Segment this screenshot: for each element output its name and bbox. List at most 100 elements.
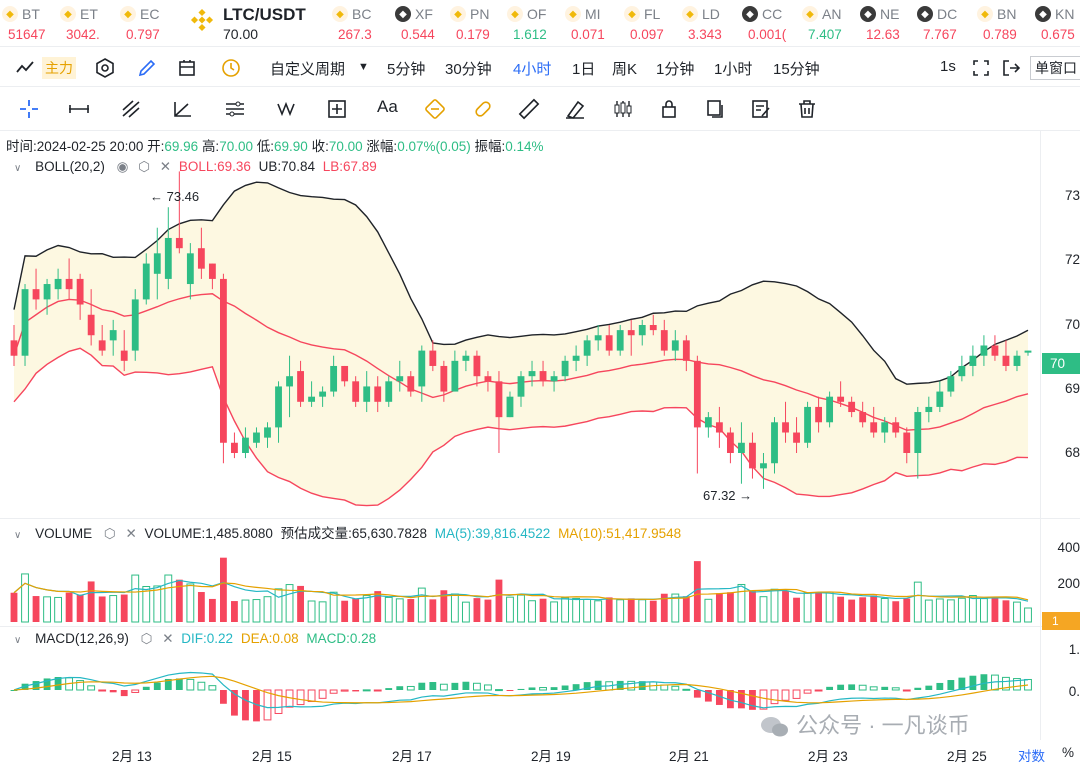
settings-icon[interactable]: ⬡	[138, 159, 150, 174]
candle-body	[991, 345, 999, 356]
volume-bars	[10, 557, 1032, 623]
macd-bar	[539, 687, 547, 691]
period-1d[interactable]: 1日	[572, 61, 596, 78]
macd-bar	[340, 689, 349, 692]
macd-bar	[550, 687, 558, 690]
log-scale-toggle[interactable]: 对数	[1018, 749, 1045, 764]
high-marker: ← 73.46	[150, 189, 200, 204]
macd-bar	[858, 684, 867, 691]
ruler-icon[interactable]	[518, 98, 540, 120]
macd-bar	[925, 685, 933, 690]
exit-icon[interactable]	[1000, 57, 1022, 79]
candle-body	[286, 376, 293, 387]
volume-bar	[749, 591, 756, 622]
measure-box-icon[interactable]	[326, 98, 348, 120]
macd-dea-line	[13, 675, 1029, 704]
boll-mid: BOLL:69.36	[178, 159, 251, 174]
macd-bar	[120, 690, 128, 697]
date-label: 2月 25	[947, 749, 987, 764]
ethereum-icon: ◆	[60, 6, 76, 22]
volume-bar	[616, 599, 625, 623]
volume-bar	[87, 581, 95, 622]
eye-icon[interactable]: ◉	[116, 159, 129, 174]
settings-icon[interactable]: ⬡	[140, 631, 153, 646]
clock-icon[interactable]	[220, 57, 242, 79]
magnet-icon[interactable]	[472, 98, 494, 120]
period-5m[interactable]: 5分钟	[387, 61, 426, 78]
period-1m[interactable]: 1分钟	[656, 61, 695, 78]
copy-icon[interactable]	[704, 98, 726, 120]
close-icon[interactable]: ✕	[159, 159, 172, 174]
macd-bar	[891, 687, 900, 691]
volume-bar	[263, 596, 272, 623]
candle-body	[109, 330, 117, 341]
period-4h[interactable]: 4小时	[513, 61, 552, 78]
pencil-icon[interactable]	[136, 57, 158, 79]
trash-icon[interactable]	[796, 98, 818, 120]
price-axis-label: 70	[1064, 317, 1080, 332]
macd-legend: ∨ MACD(12,26,9) ⬡ ✕ DIF:0.22 DEA:0.08 MA…	[14, 631, 376, 647]
collapse-icon[interactable]: ∨	[14, 635, 22, 646]
close-icon[interactable]: ✕	[162, 631, 174, 646]
single-window-button[interactable]: 单窗口	[1030, 56, 1080, 80]
volume-bar	[164, 574, 173, 623]
eraser-icon[interactable]	[564, 98, 586, 120]
chart-type-icon[interactable]	[14, 57, 36, 79]
brush-icon[interactable]	[424, 98, 446, 120]
candle-body	[87, 314, 95, 336]
layout-icon[interactable]	[176, 57, 198, 79]
candle-body	[374, 386, 382, 402]
candle-body	[120, 350, 128, 361]
ticker-price: 0.097	[630, 27, 664, 42]
macd-bar	[583, 682, 591, 690]
macd-bar	[561, 685, 569, 690]
candle-body	[671, 340, 679, 351]
period-1h[interactable]: 1小时	[714, 61, 753, 78]
candle-body	[1013, 355, 1021, 366]
crosshair-icon[interactable]	[18, 98, 40, 120]
candle-body	[440, 365, 448, 392]
main-indicator-button[interactable]: 主力	[42, 57, 76, 79]
macd-bar	[219, 690, 227, 704]
parallel-lines-icon[interactable]	[224, 98, 246, 120]
text-tool-icon[interactable]: Aa	[377, 97, 398, 116]
custom-period-dropdown[interactable]: 自定义周期	[270, 61, 346, 78]
candle-body	[760, 463, 767, 469]
volume-bar	[208, 598, 216, 622]
period-30m[interactable]: 30分钟	[445, 61, 492, 78]
horizontal-line-icon[interactable]	[68, 98, 90, 120]
volume-bar	[473, 598, 481, 622]
ticker-symbol: XF	[415, 6, 433, 22]
period-1s[interactable]: 1s	[940, 58, 956, 75]
candles-icon[interactable]	[612, 98, 634, 120]
info-change: 0.07%(0.05)	[397, 139, 471, 154]
macd-bar	[10, 690, 18, 691]
candle-body	[947, 376, 955, 392]
volume-bar	[231, 601, 238, 622]
volume-bar	[1013, 601, 1021, 623]
collapse-icon[interactable]: ∨	[14, 163, 22, 174]
chevron-down-icon[interactable]: ▼	[358, 61, 369, 73]
fullscreen-icon[interactable]	[970, 57, 992, 79]
settings-hexagon-icon[interactable]	[94, 57, 116, 79]
trend-line-icon[interactable]	[120, 98, 142, 120]
price-chart[interactable]	[0, 156, 1080, 768]
angle-icon[interactable]	[172, 98, 194, 120]
collapse-icon[interactable]: ∨	[14, 530, 22, 541]
close-icon[interactable]: ✕	[125, 526, 137, 541]
period-15m[interactable]: 15分钟	[773, 61, 820, 78]
candle-body	[275, 386, 282, 428]
edit-note-icon[interactable]	[750, 98, 772, 120]
lock-icon[interactable]	[658, 98, 680, 120]
macd-bar	[671, 685, 680, 691]
macd-bar	[373, 689, 382, 692]
wave-icon[interactable]	[276, 98, 298, 120]
percent-scale-toggle[interactable]: %	[1062, 745, 1075, 760]
candle-body	[484, 376, 492, 382]
period-week[interactable]: 周K	[612, 61, 638, 78]
volume-bar	[329, 591, 338, 623]
volume-bar	[726, 592, 734, 622]
macd-bar	[231, 690, 238, 716]
macd-bar	[980, 674, 988, 690]
settings-icon[interactable]: ⬡	[103, 526, 116, 541]
